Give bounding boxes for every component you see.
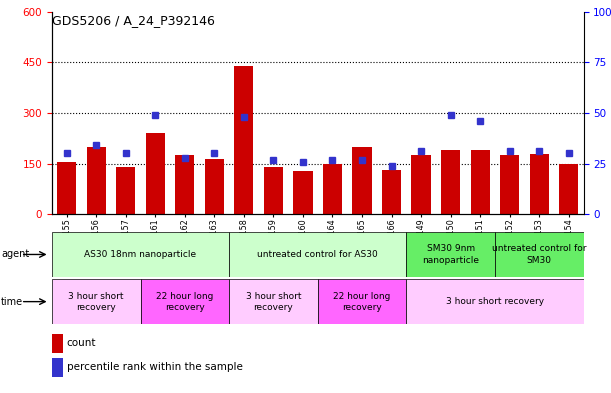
Bar [234,66,254,214]
Text: 3 hour short
recovery: 3 hour short recovery [68,292,124,312]
Bar [175,155,194,214]
Bar [470,150,490,214]
Text: count: count [67,338,96,349]
Bar [52,232,229,277]
Bar [406,232,495,277]
Text: 22 hour long
recovery: 22 hour long recovery [156,292,213,312]
Text: agent: agent [1,250,29,259]
Bar [411,155,431,214]
Text: AS30 18nm nanoparticle: AS30 18nm nanoparticle [84,250,197,259]
Bar [353,147,371,214]
Bar [323,164,342,214]
Bar [52,334,63,353]
Bar [382,170,401,214]
Text: SM30 9nm
nanoparticle: SM30 9nm nanoparticle [422,244,479,264]
Bar [264,167,283,214]
Bar [495,232,584,277]
Bar [205,158,224,214]
Bar [145,133,165,214]
Bar [87,147,106,214]
Bar [229,232,406,277]
Bar [406,279,584,324]
Bar [116,167,136,214]
Bar [500,155,519,214]
Bar [441,150,460,214]
Bar [559,164,579,214]
Text: untreated control for
SM30: untreated control for SM30 [492,244,587,264]
Text: 22 hour long
recovery: 22 hour long recovery [334,292,390,312]
Bar [57,162,76,214]
Text: percentile rank within the sample: percentile rank within the sample [67,362,243,373]
Text: 3 hour short
recovery: 3 hour short recovery [246,292,301,312]
Bar [530,154,549,214]
Bar [52,358,63,377]
Bar [229,279,318,324]
Bar [293,171,313,214]
Text: 3 hour short recovery: 3 hour short recovery [446,297,544,306]
Bar [141,279,229,324]
Bar [318,279,406,324]
Text: GDS5206 / A_24_P392146: GDS5206 / A_24_P392146 [52,14,215,27]
Text: time: time [1,297,23,307]
Bar [52,279,141,324]
Text: untreated control for AS30: untreated control for AS30 [257,250,378,259]
